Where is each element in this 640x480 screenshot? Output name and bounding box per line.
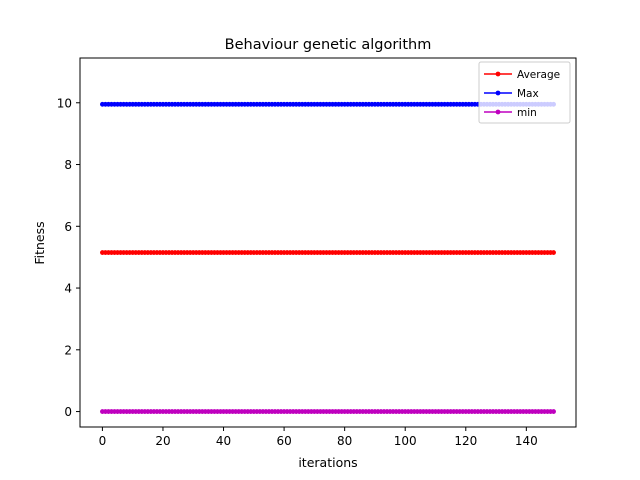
x-tick-label: 120 — [454, 434, 477, 448]
legend-entry-min: min — [484, 107, 537, 119]
plot-frame — [79, 57, 577, 428]
y-tick-label: 8 — [64, 158, 72, 172]
x-tick-label: 80 — [337, 434, 352, 448]
legend-label: Average — [517, 69, 560, 81]
legend-label: Max — [517, 88, 539, 100]
x-tick-label: 60 — [276, 434, 291, 448]
y-tick-label: 6 — [64, 220, 72, 234]
y-tick-label: 2 — [64, 343, 72, 357]
x-tick-label: 0 — [99, 434, 107, 448]
legend-box — [478, 61, 571, 124]
x-tick-label: 20 — [155, 434, 170, 448]
legend-marker — [495, 71, 501, 77]
y-tick-label: 0 — [64, 405, 72, 419]
legend-entry-average: Average — [484, 69, 560, 81]
y-tick-label: 10 — [57, 96, 72, 110]
y-axis: 0 2 4 6 8 10 — [57, 96, 80, 419]
series-average — [100, 250, 556, 255]
series-min — [100, 409, 556, 414]
legend-marker — [495, 90, 501, 96]
x-axis-label: iterations — [298, 455, 357, 470]
x-tick-label: 140 — [515, 434, 538, 448]
legend-marker — [495, 109, 501, 115]
series-layer — [100, 101, 556, 414]
data-point — [551, 250, 556, 255]
x-tick-label: 40 — [216, 434, 231, 448]
data-point — [551, 409, 556, 414]
y-tick-label: 4 — [64, 282, 72, 296]
legend-label: min — [517, 107, 537, 119]
legend: Average Max min — [478, 61, 571, 124]
chart-title: Behaviour genetic algorithm — [225, 37, 432, 53]
x-tick-label: 100 — [394, 434, 417, 448]
y-axis-label: Fitness — [32, 221, 47, 264]
legend-entry-max: Max — [484, 88, 539, 100]
x-axis: 0 20 40 60 80 100 120 140 — [99, 427, 538, 448]
